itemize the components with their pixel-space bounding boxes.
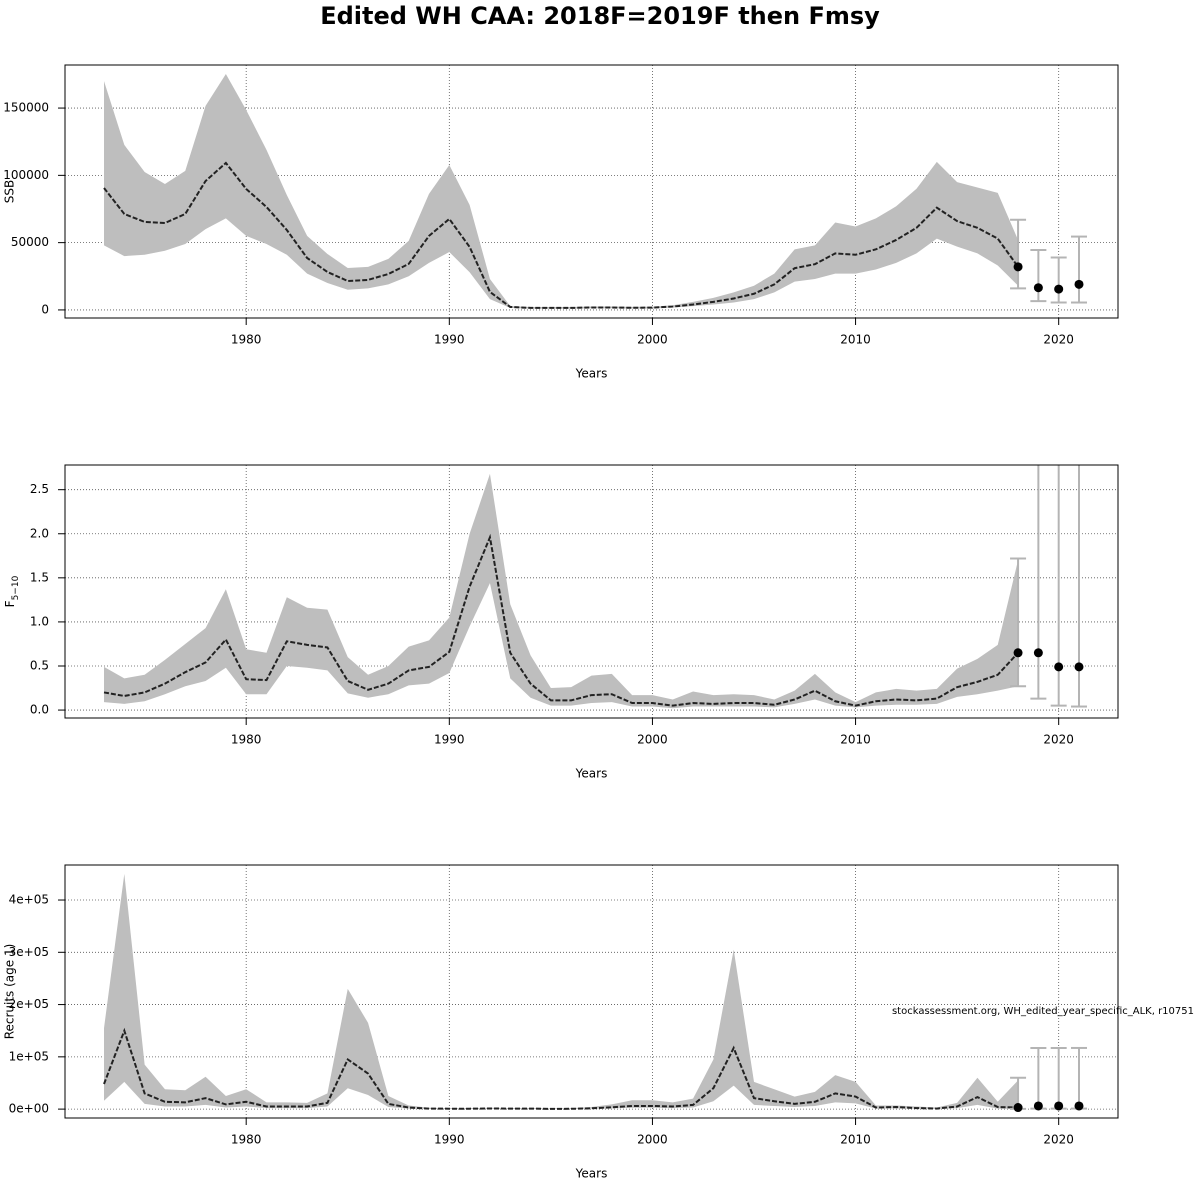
x-tick-label: 1980 [231,333,262,347]
y-tick-label: 50000 [11,235,49,249]
y-tick-label: 0 [41,302,49,316]
plot-box [64,464,1119,719]
forecast-point [1013,262,1023,272]
x-axis-label: Years [575,767,608,781]
x-tick-label: 2010 [840,1133,871,1147]
x-tick-label: 1980 [231,1133,262,1147]
x-tick-label: 1980 [231,733,262,747]
estimate-line [103,161,1019,309]
x-tick-label: 1990 [434,333,465,347]
y-tick-label: 1e+05 [9,1049,49,1063]
forecast-point [1054,1101,1064,1111]
plot-box [64,64,1119,319]
y-tick-label: 4e+05 [9,893,49,907]
x-axis-label: Years [575,367,608,381]
plot-area [65,65,1118,318]
forecast-point [1074,662,1084,672]
x-tick-label: 2000 [637,333,668,347]
x-tick-label: 1990 [434,1133,465,1147]
forecast-point [1033,1101,1043,1111]
x-axis-label: Years [575,1167,608,1181]
plot-box [64,864,1119,1119]
estimate-line [103,1027,1019,1110]
x-tick-label: 2020 [1043,333,1074,347]
forecast-point [1033,648,1043,658]
plot-area [65,865,1118,1118]
y-axis-label: Recruits (age 1) [3,944,17,1040]
forecast-point [1033,283,1043,293]
confidence-band [104,873,1019,1110]
y-tick-label: 2.0 [30,526,49,540]
y-axis-label: F5−10 [3,575,21,607]
x-tick-label: 2010 [840,733,871,747]
forecast-point [1054,284,1064,294]
y-tick-label: 3e+05 [9,945,49,959]
forecast-point [1054,662,1064,672]
y-tick-label: 0.0 [30,703,49,717]
confidence-band [104,473,1019,709]
forecast-point [1074,1101,1084,1111]
y-tick-label: 150000 [3,101,49,115]
annotation: stockassessment.org, WH_edited_year_spec… [892,1006,1194,1017]
forecast-point [1074,279,1084,289]
y-tick-label: 0e+00 [9,1102,49,1116]
y-tick-label: 2.5 [30,482,49,496]
x-tick-label: 2000 [637,1133,668,1147]
y-axis-label: SSB [3,180,17,203]
forecast-point [1013,1103,1023,1113]
estimate-line [103,533,1019,707]
forecast-point [1013,648,1023,658]
y-tick-label: 1.5 [30,570,49,584]
figure-title: Edited WH CAA: 2018F=2019F then Fmsy [320,2,880,30]
y-tick-label: 2e+05 [9,997,49,1011]
y-axis-label-main: F [3,600,17,607]
y-tick-label: 1.0 [30,614,49,628]
y-tick-label: 0.5 [30,658,49,672]
y-axis-label-sub: 5−10 [11,575,21,600]
x-tick-label: 2020 [1043,1133,1074,1147]
plot-area [65,465,1118,718]
x-tick-label: 2000 [637,733,668,747]
y-tick-label: 100000 [3,168,49,182]
confidence-band [104,74,1019,309]
x-tick-label: 1990 [434,733,465,747]
x-tick-label: 2020 [1043,733,1074,747]
x-tick-label: 2010 [840,333,871,347]
